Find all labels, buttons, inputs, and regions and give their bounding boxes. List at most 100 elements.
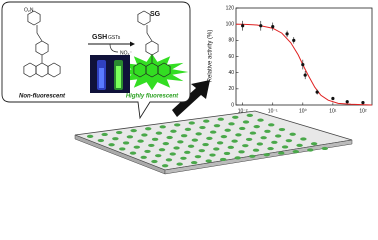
point	[285, 32, 289, 36]
point	[292, 38, 296, 42]
well	[231, 139, 238, 143]
well	[126, 135, 134, 139]
well	[155, 131, 163, 135]
well	[144, 149, 151, 154]
well	[188, 121, 195, 125]
point	[303, 73, 307, 77]
y-tick-label: 120	[226, 5, 235, 11]
point	[361, 100, 365, 105]
point	[331, 96, 335, 101]
point	[241, 24, 245, 28]
x-tick-label: 10²	[359, 108, 367, 114]
well	[190, 160, 198, 165]
well	[184, 150, 191, 154]
well	[216, 141, 224, 145]
fluorescence-glow	[115, 53, 189, 91]
well	[195, 132, 202, 136]
plot-frame	[235, 7, 373, 106]
catalyst: GSTs	[108, 35, 121, 41]
well	[242, 144, 249, 148]
well	[165, 158, 173, 162]
well	[220, 135, 228, 139]
left-label: Non-fluorescent	[19, 94, 66, 100]
y-tick-label: 40	[228, 70, 234, 76]
y-tick-label: 80	[228, 38, 234, 44]
well	[184, 127, 192, 131]
reagent: GSH	[92, 34, 107, 41]
well	[176, 162, 183, 166]
well	[224, 128, 231, 132]
well	[252, 148, 260, 152]
photo	[90, 55, 130, 93]
well	[159, 125, 166, 129]
well	[194, 155, 202, 159]
well	[151, 159, 158, 164]
well	[141, 133, 148, 137]
well	[202, 142, 209, 147]
well	[246, 113, 254, 117]
well	[300, 137, 307, 141]
well	[151, 137, 159, 141]
right-label: Highly fluorescent	[126, 94, 179, 100]
y-tick-label: 100	[226, 21, 235, 27]
x-tick-label: 10¹	[329, 108, 337, 114]
graphic: GSH GSTs NO₂⁻ SG O₂N Non-fluorescent Hig…	[1, 1, 373, 175]
well	[242, 120, 250, 124]
well	[145, 127, 152, 131]
well	[274, 134, 282, 138]
y-axis-label: Relative activity (%)	[208, 30, 214, 83]
ring	[27, 10, 41, 26]
well	[256, 142, 264, 146]
well	[174, 123, 181, 127]
y-tick-label: 20	[228, 86, 234, 92]
well	[209, 130, 217, 134]
well	[220, 157, 227, 162]
side-arrow	[109, 43, 119, 53]
well	[249, 154, 256, 158]
well	[169, 152, 176, 156]
well	[213, 147, 220, 151]
molecules	[23, 10, 171, 78]
well	[140, 155, 147, 159]
well	[158, 148, 166, 152]
byproduct: NO₂⁻	[120, 50, 132, 56]
bond	[146, 25, 153, 63]
wells	[86, 113, 329, 168]
product-group: SG	[150, 11, 161, 18]
well	[278, 151, 285, 155]
well	[232, 115, 239, 119]
well	[155, 154, 162, 158]
well	[177, 140, 184, 144]
well	[227, 145, 235, 149]
well	[206, 136, 213, 140]
y-tick-label: 60	[228, 54, 234, 60]
well	[213, 124, 221, 128]
well	[180, 156, 187, 160]
well	[235, 133, 242, 137]
substituent: O₂N	[24, 7, 34, 13]
arrow	[172, 80, 210, 117]
well	[260, 136, 267, 140]
well	[173, 146, 180, 150]
plate-front	[164, 139, 353, 175]
well	[119, 147, 126, 151]
vial-green-liquid	[116, 66, 121, 88]
well	[130, 129, 137, 133]
well	[199, 125, 206, 130]
page: {"scheme": {"reagent": "GSH", "catalyst"…	[1, 1, 373, 175]
well	[161, 164, 169, 168]
well	[296, 143, 303, 147]
well	[228, 122, 235, 126]
well	[281, 145, 289, 149]
well	[170, 129, 177, 133]
well	[285, 139, 293, 143]
well	[307, 148, 314, 152]
well	[137, 139, 144, 143]
well	[292, 149, 299, 154]
well	[268, 123, 275, 127]
ring	[47, 62, 61, 78]
well	[257, 118, 264, 122]
well	[129, 151, 137, 155]
x-tick-label: 10⁻²	[238, 108, 248, 114]
chart: Relative activity (%) 0 20 40 60 80 100 120 10⁻…	[208, 5, 373, 114]
